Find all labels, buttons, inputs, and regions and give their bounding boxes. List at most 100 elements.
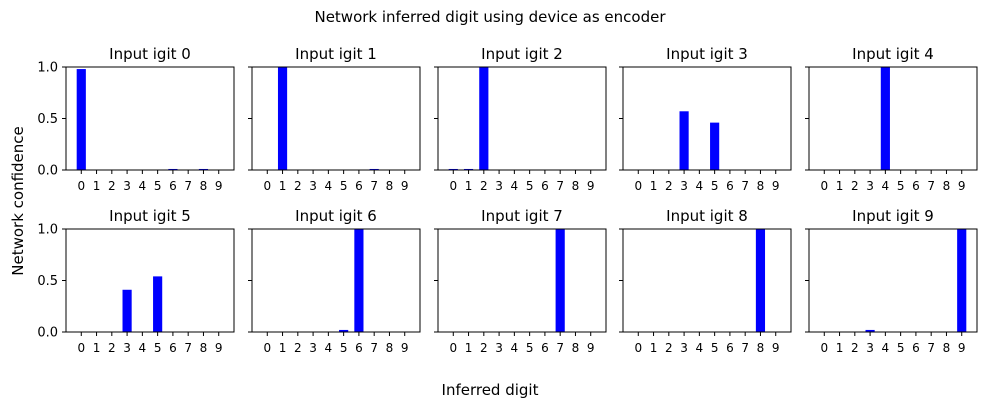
bar-4 — [880, 67, 890, 170]
x-tick-label: 1 — [650, 179, 658, 193]
bar-8 — [755, 229, 766, 332]
subplot-title: Input igit 8 — [666, 207, 748, 225]
x-tick-label: 3 — [680, 179, 688, 193]
x-tick-label: 9 — [401, 179, 409, 193]
x-tick-label: 1 — [465, 179, 473, 193]
x-tick-label: 6 — [726, 341, 734, 355]
x-tick-label: 6 — [541, 341, 549, 355]
x-tick-label: 5 — [526, 341, 534, 355]
y-tick-label: 0.0 — [37, 326, 58, 341]
x-tick-label: 2 — [108, 179, 116, 193]
subplot-title: Input igit 4 — [852, 45, 934, 63]
x-tick-label: 0 — [634, 179, 642, 193]
x-tick-label: 3 — [123, 341, 131, 355]
x-tick-label: 2 — [294, 341, 302, 355]
subplot-6: Input igit 6 0 1 2 3 4 5 6 7 8 9 — [248, 207, 421, 355]
x-tick-label: 7 — [184, 179, 192, 193]
x-tick-label: 1 — [465, 341, 473, 355]
bar-8 — [198, 168, 209, 170]
subplot-0: Input igit 0 0 1 2 3 4 5 6 7 8 9 0.0 0.5 1.0 — [37, 45, 235, 193]
x-tick-label: 0 — [77, 179, 85, 193]
x-tick-label: 5 — [154, 341, 162, 355]
x-tick-label: 1 — [279, 341, 287, 355]
x-tick-label: 4 — [325, 179, 333, 193]
x-tick-label: 4 — [882, 341, 890, 355]
x-tick-label: 2 — [665, 179, 673, 193]
bar-3 — [122, 289, 132, 332]
x-tick-label: 4 — [511, 341, 519, 355]
bar-3 — [679, 111, 689, 170]
subplot-2: Input igit 2 0 1 2 3 4 5 6 7 8 9 — [434, 45, 607, 193]
x-tick-label: 7 — [556, 179, 564, 193]
x-tick-label: 9 — [587, 341, 595, 355]
bar-5 — [153, 276, 163, 332]
x-tick-label: 8 — [386, 341, 394, 355]
x-tick-label: 2 — [665, 341, 673, 355]
x-tick-label: 3 — [495, 179, 503, 193]
figure-xlabel: Inferred digit — [442, 381, 539, 399]
x-tick-label: 3 — [309, 341, 317, 355]
x-tick-label: 9 — [587, 179, 595, 193]
x-tick-label: 4 — [696, 341, 704, 355]
x-tick-label: 1 — [93, 179, 101, 193]
x-tick-label: 4 — [696, 179, 704, 193]
x-tick-label: 9 — [401, 341, 409, 355]
y-tick-label: 0.5 — [37, 274, 58, 289]
x-tick-label: 8 — [200, 179, 208, 193]
x-tick-label: 7 — [927, 179, 935, 193]
x-tick-label: 8 — [386, 179, 394, 193]
x-tick-label: 2 — [480, 341, 488, 355]
figure-title: Network inferred digit using device as e… — [314, 8, 666, 26]
x-tick-label: 0 — [77, 341, 85, 355]
subplot-7: Input igit 7 0 1 2 3 4 5 6 7 8 9 — [434, 207, 607, 355]
x-tick-label: 8 — [200, 341, 208, 355]
x-tick-label: 7 — [927, 341, 935, 355]
bar-9 — [957, 229, 967, 332]
bar-1 — [277, 67, 288, 170]
x-tick-label: 9 — [215, 179, 223, 193]
x-tick-label: 3 — [866, 179, 874, 193]
subplot-8: Input igit 8 0 1 2 3 4 5 6 7 8 9 — [619, 207, 792, 355]
bar-6 — [168, 168, 178, 170]
x-tick-label: 2 — [108, 341, 116, 355]
subplot-title: Input igit 0 — [109, 45, 191, 63]
bar-3 — [865, 329, 875, 332]
y-tick-label: 1.0 — [37, 223, 58, 238]
x-tick-label: 3 — [309, 179, 317, 193]
x-tick-label: 7 — [370, 341, 378, 355]
x-tick-label: 8 — [572, 341, 580, 355]
x-tick-label: 5 — [897, 179, 905, 193]
x-tick-label: 7 — [741, 179, 749, 193]
x-tick-label: 1 — [650, 341, 658, 355]
x-tick-label: 9 — [958, 179, 966, 193]
x-tick-label: 5 — [711, 341, 719, 355]
x-tick-label: 8 — [572, 179, 580, 193]
subplot-title: Input igit 2 — [481, 45, 563, 63]
figure-ylabel: Network confidence — [9, 126, 27, 276]
x-tick-label: 2 — [480, 179, 488, 193]
x-tick-label: 9 — [958, 341, 966, 355]
x-tick-label: 7 — [741, 341, 749, 355]
x-tick-label: 7 — [556, 341, 564, 355]
bar-5 — [339, 329, 349, 332]
x-tick-label: 5 — [340, 179, 348, 193]
x-tick-label: 6 — [912, 341, 920, 355]
subplot-9: Input igit 9 0 1 2 3 4 5 6 7 8 9 — [805, 207, 978, 355]
y-tick-label: 0.0 — [37, 164, 58, 179]
bar-2 — [479, 67, 489, 170]
x-tick-label: 5 — [711, 179, 719, 193]
x-tick-label: 6 — [169, 341, 177, 355]
x-tick-label: 5 — [897, 341, 905, 355]
subplot-title: Input igit 9 — [852, 207, 934, 225]
bar-7 — [555, 229, 565, 332]
x-tick-label: 0 — [634, 341, 642, 355]
subplot-title: Input igit 6 — [295, 207, 377, 225]
x-tick-label: 0 — [449, 179, 457, 193]
bar-7 — [369, 168, 379, 170]
x-tick-label: 1 — [279, 179, 287, 193]
x-tick-label: 4 — [511, 179, 519, 193]
x-tick-label: 1 — [836, 179, 844, 193]
